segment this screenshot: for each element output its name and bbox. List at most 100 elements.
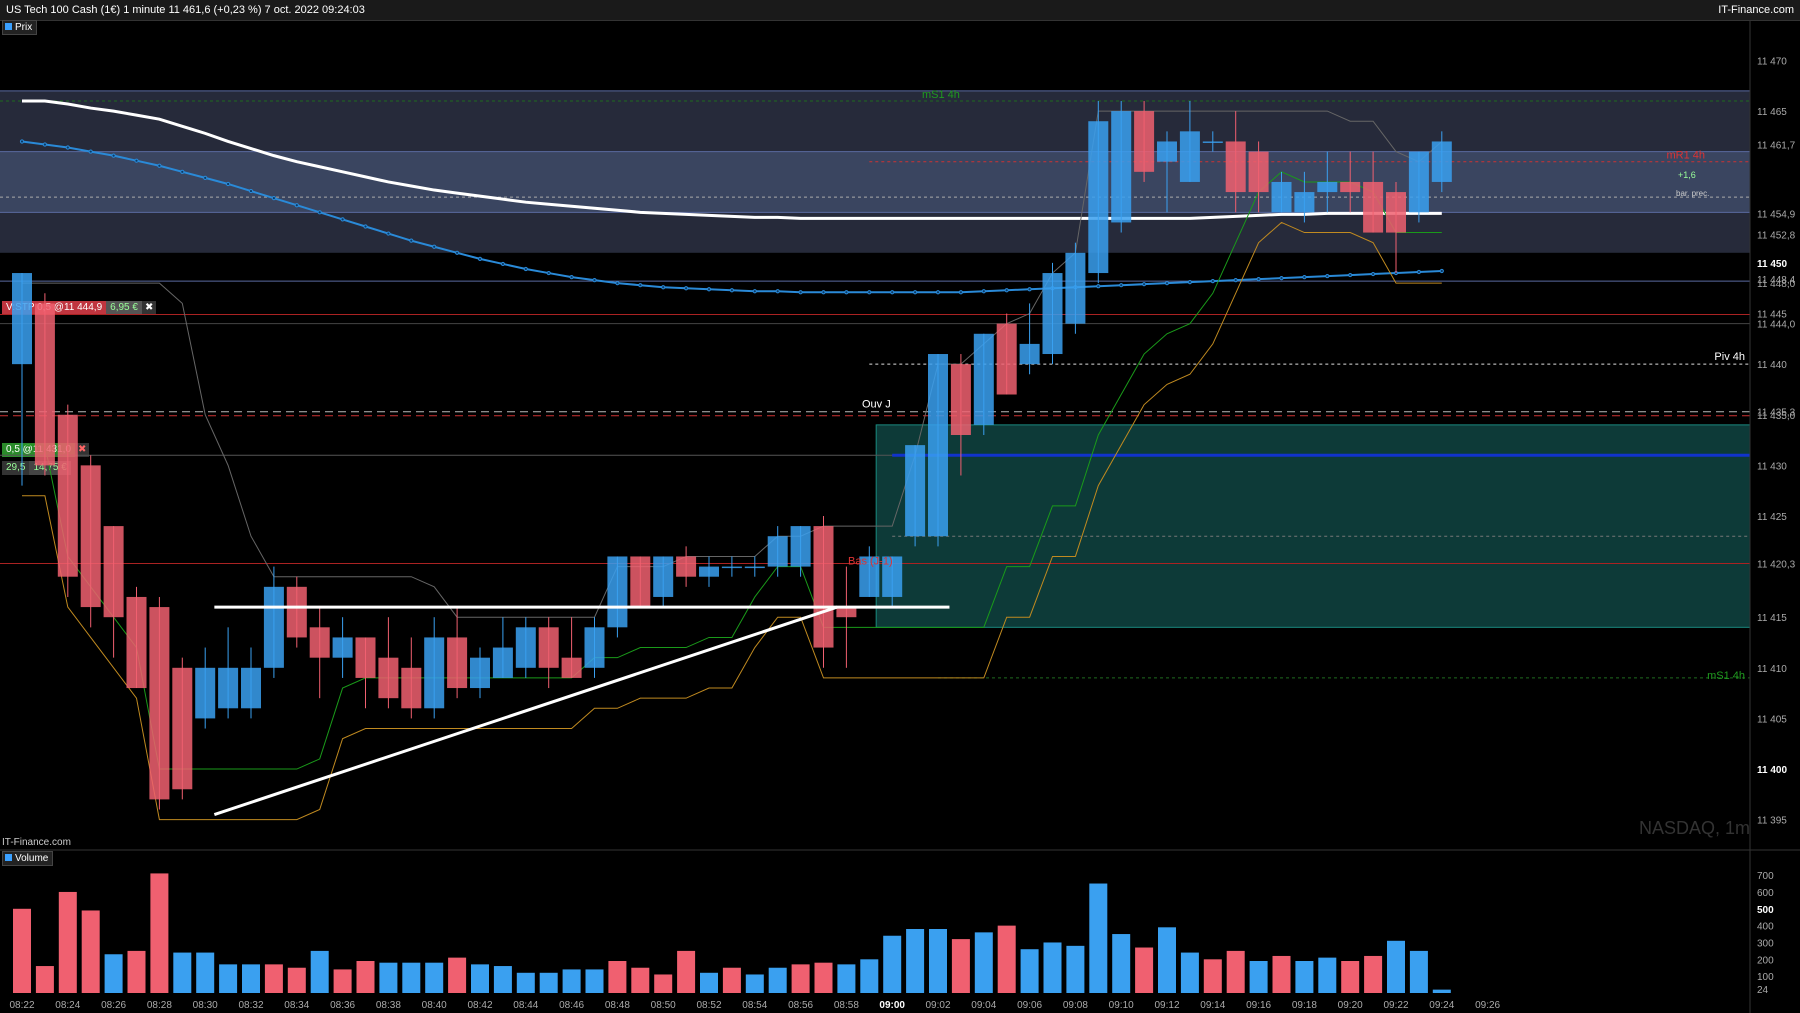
price-tick-label: 11 440: [1757, 360, 1787, 371]
time-tick-label: 08:22: [9, 1000, 34, 1011]
volume-tick-label: 700: [1757, 871, 1774, 882]
volume-bar: [333, 969, 352, 993]
candle-body: [1317, 181, 1338, 193]
volume-bar: [745, 974, 764, 993]
time-tick-label: 08:24: [55, 1000, 80, 1011]
volume-tick-label: 300: [1757, 938, 1774, 949]
candle: [1408, 151, 1429, 223]
volume-bar: [700, 972, 718, 993]
price-tick-label: 11 461,7: [1757, 141, 1796, 152]
candle-body: [1134, 111, 1155, 172]
price-panel-tag[interactable]: Prix: [2, 20, 38, 35]
price-tick-label: 11 450: [1757, 259, 1787, 270]
candle-body: [584, 627, 605, 668]
volume-bar: [219, 964, 238, 993]
series-point: [844, 290, 849, 295]
candle-body: [767, 536, 788, 567]
close-icon[interactable]: ✖: [141, 301, 157, 315]
candle-body: [80, 465, 101, 608]
time-tick-label: 08:34: [284, 1000, 309, 1011]
volume-tick-label: 200: [1757, 955, 1774, 966]
candle-body: [905, 445, 926, 537]
volume-bar: [425, 962, 444, 993]
volume-bar: [1135, 947, 1154, 993]
volume-bar: [1112, 934, 1131, 993]
candle: [1065, 242, 1086, 334]
volume-layer: 24 100 200 300 400 500 600 700: [13, 871, 1774, 996]
series-point: [1096, 284, 1101, 289]
price-tick-label: 11 444,0: [1757, 320, 1796, 331]
series-point: [340, 217, 345, 222]
candle-body: [332, 637, 353, 658]
candle-body: [172, 667, 193, 790]
time-tick-label: 09:10: [1109, 1000, 1134, 1011]
candle: [1179, 100, 1200, 182]
series-point: [386, 231, 391, 236]
volume-bar: [860, 959, 879, 993]
candle-body: [1019, 343, 1040, 365]
volume-bar: [722, 967, 741, 993]
price-tick-label: 11 470: [1757, 56, 1787, 67]
time-tick-label: 08:32: [238, 1000, 263, 1011]
candle-body: [721, 566, 742, 569]
series-point: [798, 290, 803, 295]
volume-bar: [104, 954, 123, 993]
candle-body: [859, 556, 880, 597]
close-icon[interactable]: ✖: [75, 443, 90, 457]
series-point: [19, 139, 25, 144]
time-tick-label: 09:20: [1338, 1000, 1363, 1011]
series-point: [477, 256, 483, 261]
series-point: [958, 290, 964, 295]
candle-body: [1386, 192, 1406, 233]
candle: [859, 546, 880, 597]
candle-body: [447, 637, 468, 689]
candle: [653, 556, 674, 608]
volume-bar: [677, 950, 696, 993]
time-tick-label: 09:08: [1063, 1000, 1088, 1011]
series-point: [729, 288, 735, 293]
series-point: [1210, 279, 1215, 284]
time-tick-label: 09:02: [925, 1000, 950, 1011]
price-tick-label: 11 395: [1757, 816, 1787, 827]
background-layer: [0, 90, 1751, 679]
time-tick-label: 08:26: [101, 1000, 126, 1011]
volume-bar: [516, 972, 535, 993]
volume-bar: [974, 932, 993, 993]
series-point: [890, 290, 895, 295]
ms1-top-label: mS1 4h: [922, 89, 960, 101]
series-point: [455, 250, 460, 255]
support-trendline: [213, 605, 838, 816]
candle: [57, 404, 78, 597]
volume-bar: [471, 964, 489, 993]
series-point: [1004, 288, 1009, 293]
candle-body: [1088, 121, 1109, 274]
candle: [1248, 141, 1269, 213]
candle-body: [561, 657, 582, 678]
time-tick-label: 08:58: [834, 1000, 859, 1011]
series-point: [569, 274, 574, 280]
price-tick-label: 11 448,4: [1757, 275, 1796, 286]
chart-title: US Tech 100 Cash (1€) 1 minute 11 461,6 …: [6, 4, 365, 16]
candle: [355, 637, 376, 709]
candle-body: [34, 303, 55, 466]
volume-bar: [1341, 961, 1360, 993]
candle: [607, 556, 628, 638]
candle: [721, 556, 742, 577]
volume-tick-label: 100: [1757, 972, 1774, 983]
chart-canvas[interactable]: mS1 4h mR1 4h Piv 4h Ouv J Bas (J-1) mS1 4h +1…: [0, 20, 1800, 1013]
candle: [905, 445, 926, 547]
candle-body: [1340, 181, 1361, 193]
candle: [172, 657, 193, 800]
volume-bar: [196, 952, 215, 993]
series-point: [592, 278, 597, 283]
volume-bar: [493, 966, 512, 993]
price-tick-label: 11 435,0: [1757, 411, 1796, 422]
candle-body: [744, 566, 765, 569]
price-tick-label: 11 430: [1757, 461, 1787, 472]
volume-panel-tag[interactable]: Volume: [2, 851, 54, 866]
time-tick-label: 08:30: [193, 1000, 218, 1011]
candle-body: [1157, 141, 1177, 162]
time-tick-label: 08:54: [742, 1000, 767, 1011]
price-tick-label: 11 452,8: [1757, 231, 1796, 242]
series-point: [363, 224, 368, 229]
